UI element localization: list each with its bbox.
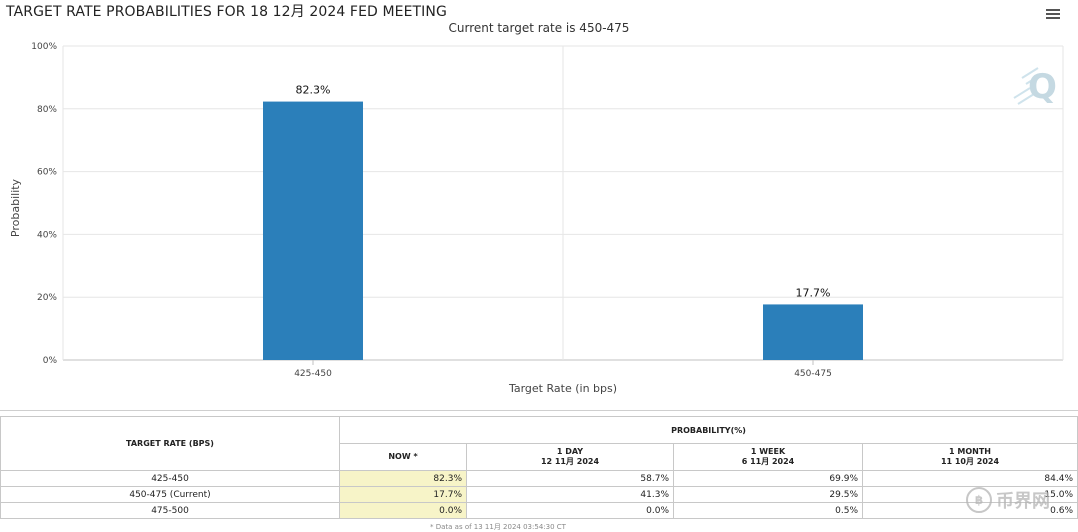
table-row: 475-500 0.0% 0.0% 0.5% 0.6% — [0, 502, 1078, 519]
week-cell: 69.9% — [673, 470, 863, 487]
rate-cell: 450-475 (Current) — [0, 486, 340, 503]
one-day-header: 1 DAY 12 11月 2024 — [466, 443, 674, 471]
rate-cell: 425-450 — [0, 470, 340, 487]
bitcoin-circle-icon: ฿ — [966, 487, 992, 513]
footer-note: * Data as of 13 11月 2024 03:54:30 CT — [430, 523, 566, 531]
q-logo-icon: Q — [1013, 67, 1057, 107]
now-cell: 17.7% — [339, 486, 467, 503]
one-month-header: 1 MONTH 11 10月 2024 — [862, 443, 1078, 471]
bar-chart: 0% 20% 40% 60% 80% 100% 82.3% 425-450 17.7% 450-4… — [9, 42, 1064, 395]
bar — [763, 304, 863, 360]
probability-table: TARGET RATE (BPS) PROBABILITY(%) NOW * 1… — [0, 416, 1078, 519]
now-cell: 0.0% — [339, 502, 467, 519]
svg-text:Q: Q — [1028, 67, 1057, 107]
probability-header: PROBABILITY(%) — [339, 416, 1078, 444]
month-cell: 84.4% — [862, 470, 1078, 487]
y-tick-label: 20% — [37, 293, 57, 303]
rate-cell: 475-500 — [0, 502, 340, 519]
data-label: 82.3% — [296, 84, 331, 97]
chart-subtitle: Current target rate is 450-475 — [448, 21, 630, 35]
bar — [263, 101, 363, 360]
week-cell: 0.5% — [673, 502, 863, 519]
y-tick-label: 60% — [37, 168, 57, 178]
table-row: 425-450 82.3% 58.7% 69.9% 84.4% — [0, 470, 1078, 487]
y-tick-label: 0% — [43, 356, 58, 366]
week-cell: 29.5% — [673, 486, 863, 503]
y-axis-title: Probability — [9, 178, 22, 237]
site-logo-text: 币界网 — [996, 491, 1050, 512]
day-cell: 0.0% — [466, 502, 674, 519]
site-logo: ฿ 币界网 — [966, 486, 1050, 514]
chart-title: TARGET RATE PROBABILITIES FOR 18 12月 202… — [6, 4, 447, 20]
y-tick-label: 80% — [37, 105, 57, 115]
chart-panel: TARGET RATE PROBABILITIES FOR 18 12月 202… — [6, 4, 1064, 395]
now-header: NOW * — [339, 443, 467, 471]
target-rate-header: TARGET RATE (BPS) — [0, 416, 340, 471]
hamburger-menu-icon[interactable] — [1046, 9, 1060, 21]
x-tick-label: 450-475 — [794, 369, 832, 379]
data-label: 17.7% — [796, 286, 831, 299]
table-row: 450-475 (Current) 17.7% 41.3% 29.5% 15.0… — [0, 486, 1078, 503]
x-axis-title: Target Rate (in bps) — [508, 382, 617, 395]
day-cell: 58.7% — [466, 470, 674, 487]
now-cell: 82.3% — [339, 470, 467, 487]
day-cell: 41.3% — [466, 486, 674, 503]
y-tick-label: 100% — [31, 42, 57, 52]
y-tick-label: 40% — [37, 230, 57, 240]
x-tick-label: 425-450 — [294, 369, 332, 379]
one-week-header: 1 WEEK 6 11月 2024 — [673, 443, 863, 471]
divider — [0, 410, 1078, 411]
